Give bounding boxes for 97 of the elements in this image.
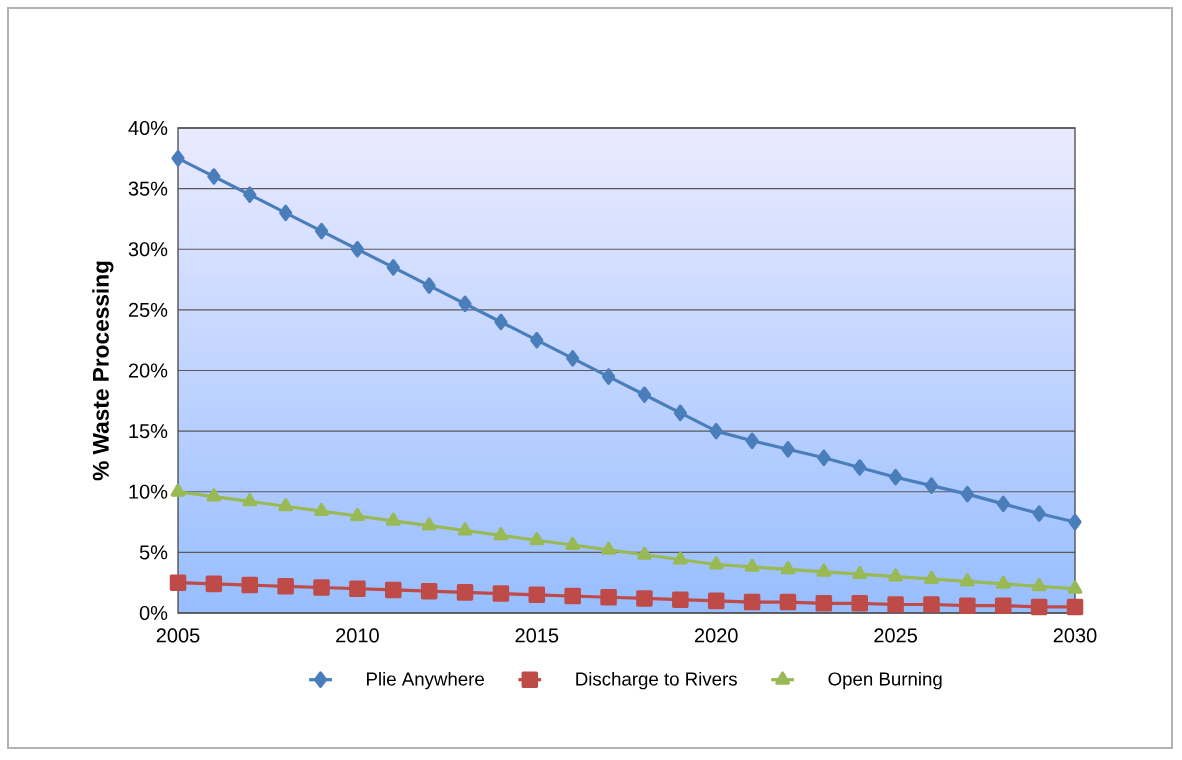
point xyxy=(277,578,294,595)
point xyxy=(385,512,401,526)
point xyxy=(528,586,546,604)
point xyxy=(672,591,689,608)
point xyxy=(779,593,797,611)
point xyxy=(206,488,222,502)
point xyxy=(781,441,795,458)
point xyxy=(530,331,544,349)
point xyxy=(923,596,940,613)
point xyxy=(242,493,258,507)
point xyxy=(243,186,257,203)
point xyxy=(314,222,329,240)
point xyxy=(601,541,616,555)
point xyxy=(815,595,833,612)
point xyxy=(493,527,509,541)
y-axis-title: % Waste Processing xyxy=(92,261,114,481)
point xyxy=(1066,598,1084,616)
point xyxy=(743,593,761,611)
point xyxy=(709,422,723,440)
point xyxy=(1030,598,1048,616)
point xyxy=(241,576,259,594)
point xyxy=(637,546,652,560)
point xyxy=(924,477,939,494)
point xyxy=(852,565,868,580)
point xyxy=(995,575,1011,589)
x-tick-label: 2030 xyxy=(1053,628,1097,643)
x-tick-label: 2015 xyxy=(515,628,559,643)
point xyxy=(817,449,831,467)
point xyxy=(314,502,329,517)
y-tick-label: 30% xyxy=(128,242,168,257)
point xyxy=(745,432,759,450)
point xyxy=(349,580,366,598)
point xyxy=(421,517,437,531)
point xyxy=(600,588,617,606)
point xyxy=(350,240,364,258)
point xyxy=(708,556,724,570)
point xyxy=(673,404,687,422)
point xyxy=(564,587,581,605)
point xyxy=(924,570,939,584)
point xyxy=(458,295,472,313)
point xyxy=(350,507,365,521)
y-tick-label: 20% xyxy=(128,363,168,378)
point xyxy=(851,595,868,612)
point xyxy=(1032,505,1046,522)
point xyxy=(565,536,581,551)
point xyxy=(422,277,436,294)
point xyxy=(1068,513,1082,531)
y-tick-label: 5% xyxy=(139,545,168,560)
point xyxy=(889,468,903,486)
point xyxy=(386,259,400,276)
point xyxy=(492,585,510,602)
point xyxy=(529,531,545,546)
point xyxy=(780,561,796,575)
point xyxy=(996,495,1010,513)
y-tick-label: 10% xyxy=(129,484,168,499)
point xyxy=(385,581,402,599)
point xyxy=(994,597,1012,614)
point xyxy=(279,204,293,222)
legend-label: Discharge to Rivers xyxy=(576,671,737,690)
point xyxy=(278,498,294,512)
legend-label: Open Burning xyxy=(828,671,942,690)
point xyxy=(420,582,438,600)
point xyxy=(1031,578,1047,592)
y-tick-label: 40% xyxy=(128,120,168,136)
point xyxy=(888,568,903,582)
point xyxy=(959,597,976,614)
point xyxy=(707,592,725,610)
x-tick-label: 2005 xyxy=(156,628,200,643)
point xyxy=(672,551,688,565)
point xyxy=(456,584,474,601)
point xyxy=(959,573,975,587)
point xyxy=(494,313,508,331)
y-tick-label: 15% xyxy=(129,424,168,439)
point xyxy=(887,596,904,613)
point xyxy=(566,350,580,367)
point xyxy=(205,575,223,593)
point xyxy=(853,459,867,476)
x-tick-label: 2010 xyxy=(336,628,379,643)
point xyxy=(207,168,221,185)
point xyxy=(744,558,760,572)
x-tick-label: 2020 xyxy=(694,628,738,643)
point xyxy=(601,368,616,385)
point xyxy=(1067,580,1083,594)
point xyxy=(313,579,330,596)
point xyxy=(637,386,652,404)
legend-label: Plie Anywhere xyxy=(367,671,484,690)
y-tick-label: 25% xyxy=(128,302,168,317)
point xyxy=(457,522,473,536)
y-tick-label: 35% xyxy=(128,181,168,196)
y-tick-label: 0% xyxy=(139,605,168,621)
point xyxy=(636,590,653,607)
point xyxy=(171,150,185,167)
point xyxy=(816,563,832,577)
point xyxy=(169,574,187,591)
point xyxy=(170,483,186,497)
point xyxy=(960,485,974,503)
x-tick-label: 2025 xyxy=(874,628,917,643)
